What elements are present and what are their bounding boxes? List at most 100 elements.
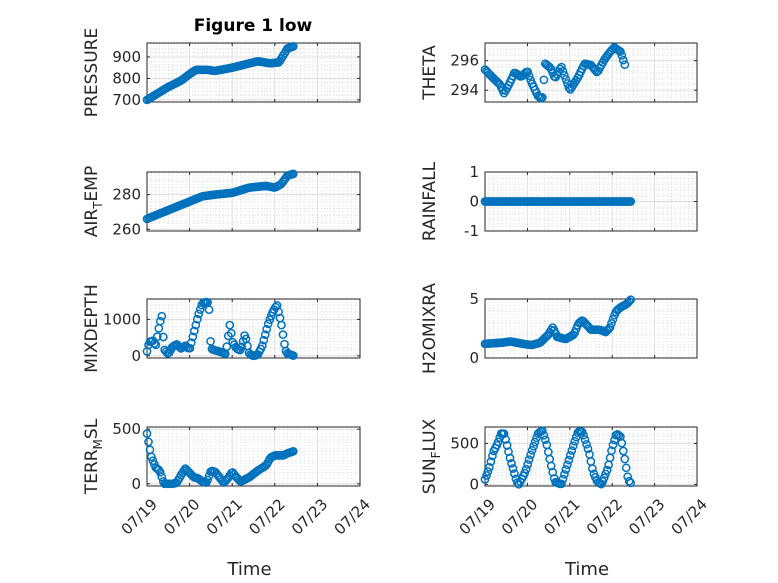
data-point (520, 468, 530, 478)
data-point (526, 450, 535, 460)
data-point (608, 314, 618, 324)
data-point (259, 335, 269, 345)
data-point (608, 440, 618, 450)
data-point (588, 464, 597, 473)
data-point (510, 469, 519, 478)
subplot-rainfall: -1 0 1 RAINFALL (420, 161, 698, 241)
data-point (237, 342, 246, 352)
data-point (288, 169, 298, 179)
data-point (191, 320, 201, 330)
data-point (277, 320, 286, 330)
y-tick-label: 500 (450, 434, 479, 452)
data-point (580, 435, 590, 445)
data-point (263, 319, 273, 329)
y-tick-label: 280 (112, 186, 141, 204)
y-axis-label-0: PRESSURE (82, 28, 102, 117)
data-point (486, 457, 496, 466)
data-point (192, 314, 202, 324)
data-point (608, 44, 618, 54)
axes-box (146, 171, 361, 232)
data-point (618, 55, 628, 65)
data-point (157, 472, 167, 482)
subplot-h2omixra: 0 5 H2OMIXRA (420, 283, 698, 374)
data-point (558, 66, 568, 76)
data-point (617, 438, 627, 448)
data-point (288, 351, 298, 360)
data-point (260, 330, 270, 340)
y-tick-label: 800 (112, 69, 141, 87)
data-point (505, 453, 515, 463)
data-point (152, 332, 162, 341)
y-axis-label-4: MIXDEPTH (82, 284, 102, 373)
axes-box (484, 298, 698, 359)
y-tick-label: -1 (464, 222, 479, 240)
axes-box (146, 42, 361, 103)
data-point (204, 305, 214, 315)
data-point (480, 475, 490, 484)
data-point (564, 455, 574, 465)
data-point (155, 467, 165, 477)
y-tick-label: 1000 (103, 310, 141, 328)
data-point (186, 338, 196, 348)
data-point (558, 474, 568, 484)
data-point (493, 437, 503, 447)
data-point (142, 429, 152, 438)
y-axis-label-1: THETA (420, 45, 440, 101)
data-point (185, 343, 195, 353)
data-point (602, 465, 612, 475)
y-axis-label-5: H2OMIXRA (420, 283, 440, 374)
data-point (538, 426, 547, 436)
data-point (626, 197, 636, 206)
data-point (257, 341, 267, 351)
y-tick-label: 296 (450, 52, 479, 70)
data-point (607, 446, 616, 456)
y-axis-label-6: TERRMSL (82, 418, 105, 495)
data-point (624, 296, 634, 306)
data-point (225, 320, 235, 330)
data-point (499, 429, 509, 439)
data-point (508, 464, 518, 473)
data-point (560, 70, 569, 80)
y-axis-label-2: AIRTEMP (82, 166, 105, 237)
y-tick-label: 1 (469, 163, 479, 181)
data-point (521, 464, 531, 474)
subplot-theta: 294 296 THETA (420, 42, 698, 103)
data-point (226, 328, 236, 338)
axes-box (484, 426, 698, 487)
data-point (560, 469, 569, 479)
data-point (203, 475, 212, 485)
data-point (485, 462, 494, 472)
y-tick-label: 0 (131, 475, 141, 493)
subplot-air-temp: 260 280 AIRTEMP (82, 166, 361, 238)
data-point (158, 332, 168, 342)
data-point (501, 435, 510, 444)
y-tick-label: 500 (112, 420, 141, 438)
y-tick-label: 0 (469, 193, 479, 211)
data-point (624, 476, 634, 486)
data-point (563, 460, 572, 470)
data-point (539, 430, 549, 440)
data-point (617, 51, 627, 60)
y-tick-label: 0 (469, 475, 479, 493)
subplot-grid: 700 800 900 PRESSURE 294 296 THETA 260 280 AIRTEM… (82, 28, 711, 580)
data-point (565, 450, 575, 460)
data-point (599, 473, 609, 483)
data-point (607, 318, 616, 328)
data-point (288, 446, 298, 456)
axes-background (147, 43, 360, 102)
data-point (527, 445, 537, 455)
data-point (579, 430, 588, 440)
data-point (561, 465, 571, 474)
data-point (557, 479, 566, 489)
data-point (524, 455, 534, 464)
y-tick-label: 5 (469, 290, 479, 308)
data-point (538, 93, 547, 102)
data-point (188, 332, 198, 342)
data-point (151, 340, 161, 350)
data-point (614, 431, 624, 440)
data-point (583, 444, 593, 454)
data-point (561, 75, 571, 84)
data-point (616, 47, 625, 56)
y-tick-label: 900 (112, 48, 141, 66)
